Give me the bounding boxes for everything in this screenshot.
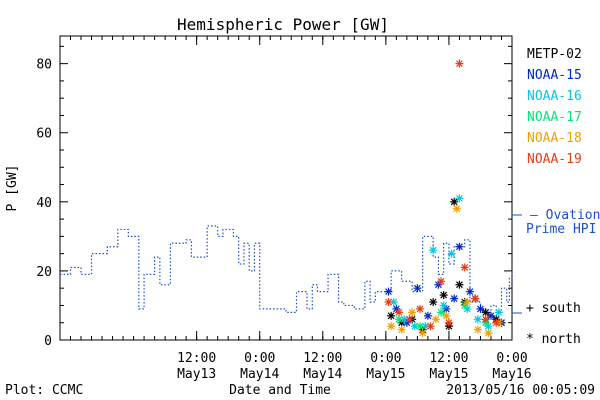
data-point: [408, 308, 417, 317]
x-tick-label: May13: [177, 367, 216, 382]
legend-entry: NOAA-17: [527, 110, 582, 125]
chart-title: Hemispheric Power [GW]: [177, 15, 389, 34]
legend: METP-02 NOAA-15 NOAA-16 NOAA-17 NOAA-18 NOAA-…: [512, 47, 600, 347]
data-point: [429, 246, 438, 255]
legend-entry: NOAA-18: [527, 131, 582, 146]
data-point: [416, 304, 425, 313]
data-point: [473, 315, 482, 324]
x-axis-label: Date and Time: [229, 383, 331, 398]
data-point: [405, 315, 414, 324]
data-point: [384, 298, 393, 306]
data-point: [465, 287, 474, 296]
plot-frame: [59, 35, 513, 341]
y-tick-label: 40: [36, 196, 52, 211]
data-point: [418, 329, 427, 338]
data-point: [484, 329, 493, 338]
data-point: [395, 315, 403, 324]
data-point: [397, 325, 406, 334]
series-line-ovation-prime-hpi: [60, 225, 513, 313]
x-tick-label: 0:00: [244, 351, 275, 366]
data-point: [423, 311, 432, 320]
legend-model-label: Prime HPI: [526, 222, 596, 237]
data-point: [463, 298, 472, 306]
plot-credit: Plot: CCMC: [5, 383, 83, 398]
data-point: [455, 242, 464, 251]
x-tick-label: 12:00: [177, 351, 216, 366]
data-point: [452, 204, 461, 213]
data-point: [450, 197, 459, 206]
x-tick-label: 12:00: [429, 351, 468, 366]
y-tick-label: 0: [44, 334, 52, 349]
data-point: [431, 315, 440, 324]
plot-area: 02040608012:00May130:00May1412:00May140:…: [36, 35, 532, 382]
x-tick-label: May14: [303, 367, 342, 382]
x-tick-label: May16: [492, 367, 531, 382]
data-point: [476, 304, 485, 313]
data-point: [473, 325, 482, 334]
data-point: [387, 322, 396, 331]
data-point: [444, 318, 453, 327]
legend-marker-north: * north: [526, 332, 581, 347]
y-tick-label: 20: [36, 265, 52, 280]
data-point: [437, 277, 446, 286]
data-point: [481, 315, 490, 324]
x-tick-label: 12:00: [303, 351, 342, 366]
data-point: [494, 308, 503, 317]
data-point: [437, 308, 446, 317]
data-point: [460, 263, 469, 272]
data-point: [384, 287, 393, 296]
x-tick-label: 0:00: [370, 351, 401, 366]
data-point: [416, 322, 425, 331]
data-point: [400, 315, 409, 324]
legend-entry: NOAA-19: [527, 152, 582, 167]
data-point: [486, 311, 495, 320]
y-tick-label: 80: [36, 58, 52, 73]
data-point: [481, 308, 490, 317]
y-tick-label: 60: [36, 127, 52, 142]
legend-entry: NOAA-15: [527, 68, 582, 83]
legend-marker-south: + south: [526, 301, 581, 316]
data-point: [447, 249, 456, 258]
data-point: [439, 291, 448, 300]
plot-timestamp: 2013/05/16 00:05:09: [446, 383, 595, 398]
data-point: [389, 298, 398, 306]
x-tick-label: May15: [429, 367, 468, 382]
data-point: [426, 322, 435, 331]
x-tick-label: May15: [366, 367, 405, 382]
data-point: [455, 280, 464, 289]
data-point: [413, 284, 422, 293]
data-point: [395, 308, 403, 317]
data-point: [439, 301, 448, 310]
data-point: [450, 294, 459, 303]
data-point: [471, 294, 480, 303]
data-point: [455, 59, 464, 68]
y-axis-label: P [GW]: [5, 165, 20, 212]
x-tick-label: May14: [240, 367, 279, 382]
data-point: [442, 311, 451, 320]
data-point: [492, 318, 501, 327]
data-point: [387, 311, 396, 320]
data-point: [421, 322, 430, 331]
legend-model-label: — Ovation: [530, 208, 600, 223]
legend-entry: NOAA-16: [527, 89, 582, 104]
legend-entry: METP-02: [527, 47, 582, 62]
x-tick-label: 0:00: [496, 351, 527, 366]
data-point: [455, 194, 464, 203]
data-point: [429, 298, 438, 306]
